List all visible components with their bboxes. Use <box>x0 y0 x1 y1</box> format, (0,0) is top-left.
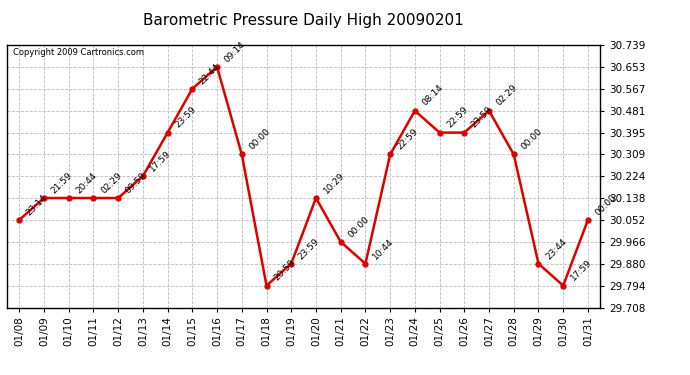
Text: 23:59: 23:59 <box>173 105 198 130</box>
Text: 02:29: 02:29 <box>495 83 519 108</box>
Text: Barometric Pressure Daily High 20090201: Barometric Pressure Daily High 20090201 <box>144 13 464 28</box>
Text: 09:59: 09:59 <box>124 171 148 195</box>
Text: Copyright 2009 Cartronics.com: Copyright 2009 Cartronics.com <box>13 48 144 57</box>
Text: 09:14: 09:14 <box>223 39 247 64</box>
Text: 21:59: 21:59 <box>50 171 74 195</box>
Text: 20:59: 20:59 <box>272 258 297 283</box>
Text: 10:44: 10:44 <box>371 237 395 261</box>
Text: 23:44: 23:44 <box>544 237 569 261</box>
Text: 22:44: 22:44 <box>198 62 222 86</box>
Text: 23:14: 23:14 <box>25 193 49 217</box>
Text: 08:14: 08:14 <box>420 83 445 108</box>
Text: 20:44: 20:44 <box>75 171 99 195</box>
Text: 17:59: 17:59 <box>148 148 173 173</box>
Text: 23:59: 23:59 <box>297 236 322 261</box>
Text: 00:00: 00:00 <box>346 214 371 239</box>
Text: 17:59: 17:59 <box>569 258 593 283</box>
Text: 00:00: 00:00 <box>593 192 618 217</box>
Text: 22:59: 22:59 <box>445 105 470 130</box>
Text: 00:00: 00:00 <box>247 127 272 152</box>
Text: 00:00: 00:00 <box>520 127 544 152</box>
Text: 02:29: 02:29 <box>99 171 124 195</box>
Text: 10:29: 10:29 <box>322 171 346 195</box>
Text: 23:59: 23:59 <box>470 105 495 130</box>
Text: 22:59: 22:59 <box>395 127 420 152</box>
